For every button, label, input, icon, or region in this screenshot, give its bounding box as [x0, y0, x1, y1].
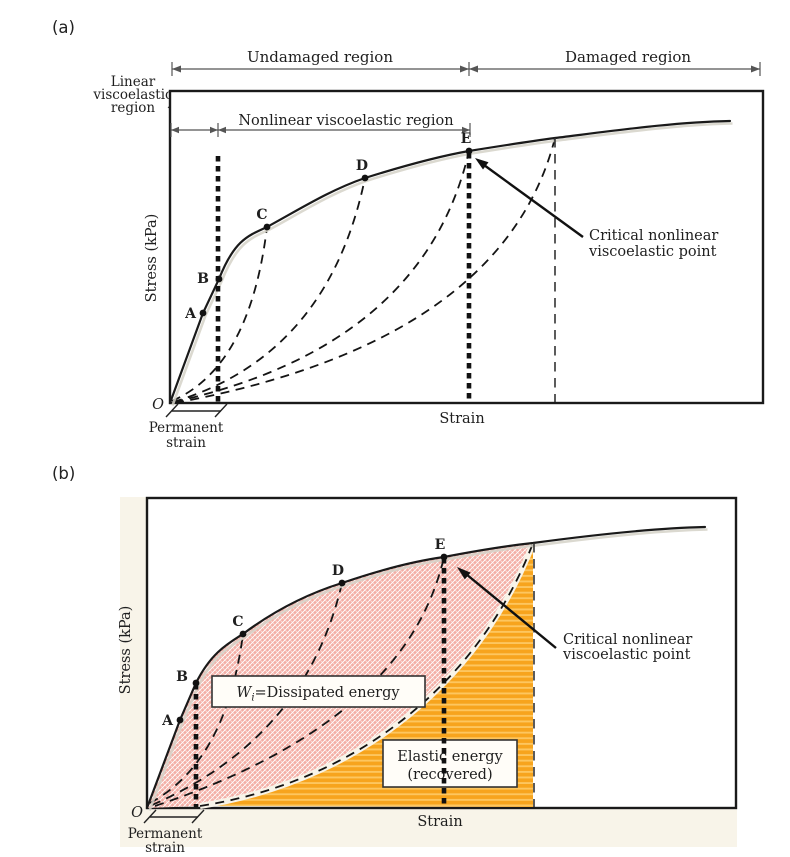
unloading-curve-d-b [151, 582, 343, 806]
point-e-marker [465, 147, 473, 155]
point-e-marker-b [440, 553, 448, 561]
unloading-curve-c [171, 226, 268, 402]
loading-curve-shadow [171, 122, 733, 406]
damaged-region-label: Damaged region [565, 48, 691, 66]
critical-point-annotation: Critical nonlinear viscoelastic point [475, 158, 718, 260]
linear-region-label: Linear viscoelastic region [92, 74, 202, 130]
undamaged-region-label: Undamaged region [247, 48, 393, 66]
svg-text:Elastic energy: Elastic energy [397, 749, 503, 765]
point-b-label: B [197, 271, 209, 287]
point-a-marker [199, 309, 207, 317]
y-axis-label-a: Stress (kPa) [144, 214, 160, 303]
point-c-marker-b [239, 630, 247, 638]
permanent-strain-label-b1: Permanent [128, 826, 203, 842]
point-a-marker-b [176, 716, 184, 724]
point-e-label: E [461, 131, 472, 147]
svg-text:Critical nonlinear: Critical nonlinear [563, 632, 692, 648]
panel-a-label: (a) [52, 18, 75, 37]
permanent-strain-label-a1: Permanent [149, 420, 224, 436]
dissipated-energy-label: Wi=Dissipated energy [211, 675, 426, 708]
svg-text:Wi=Dissipated energy: Wi=Dissipated energy [236, 685, 400, 704]
panel-b: (b) Wi=Dissipated energy Elastic energy … [52, 464, 738, 856]
point-e-label-b: E [435, 537, 446, 553]
annotation-arrowhead [475, 158, 489, 170]
point-b-marker [215, 275, 223, 283]
panel-b-label: (b) [52, 464, 75, 483]
unloading-curve-e [173, 150, 470, 403]
origin-label-a: O [152, 397, 164, 413]
point-a-label-b: A [161, 713, 174, 729]
svg-text:viscoelastic point: viscoelastic point [562, 647, 691, 663]
curve-points: A B C D E [184, 131, 473, 322]
loading-curve [168, 119, 732, 405]
point-b-marker-b [192, 679, 200, 687]
loading-curve-b [145, 525, 707, 810]
x-axis-label-b: Strain [417, 814, 462, 830]
origin-label-b: O [131, 805, 143, 821]
critical-point-annotation-b: Critical nonlinear viscoelastic point [457, 567, 692, 663]
point-c-label-b: C [232, 614, 243, 630]
region-dimension-lines [171, 62, 761, 76]
point-d-marker-b [338, 579, 346, 587]
svg-text:region: region [111, 100, 156, 116]
y-axis-label-b: Stress (kPa) [118, 606, 134, 695]
unloading-curve-c-b [149, 633, 244, 804]
svg-text:(recovered): (recovered) [407, 767, 492, 783]
point-a-label: A [184, 306, 197, 322]
svg-text:viscoelastic point: viscoelastic point [588, 244, 717, 260]
point-c-marker [263, 223, 271, 231]
svg-text:Linear: Linear [111, 74, 156, 90]
nonlinear-region-label: Nonlinear viscoelastic region [238, 113, 453, 129]
curve-points-b: A B C D E [161, 537, 448, 729]
annotation-arrowhead-b [457, 567, 471, 580]
permanent-strain-label-a2: strain [166, 435, 206, 451]
permanent-strain-label-b2: strain [145, 840, 185, 856]
boundary-unloading-curve [199, 542, 534, 807]
svg-text:Critical nonlinear: Critical nonlinear [589, 228, 718, 244]
elastic-energy-label: Elastic energy (recovered) [382, 739, 518, 788]
nonlinear-dimension-lines [170, 123, 471, 137]
permanent-strain-bracket-a [165, 403, 228, 418]
point-d-label-b: D [332, 563, 344, 579]
unloading-curve-d [172, 177, 366, 403]
point-d-marker [361, 174, 369, 182]
permanent-strain-bracket-b [143, 809, 205, 824]
point-d-label: D [356, 158, 368, 174]
point-c-label: C [256, 207, 267, 223]
point-b-label-b: B [176, 669, 188, 685]
x-axis-label-a: Strain [439, 411, 484, 427]
svg-text:viscoelastic: viscoelastic [92, 87, 172, 103]
panel-a: (a) Undamaged region Damaged region Line… [52, 18, 765, 451]
loading-curve-b-shadow [148, 528, 708, 811]
